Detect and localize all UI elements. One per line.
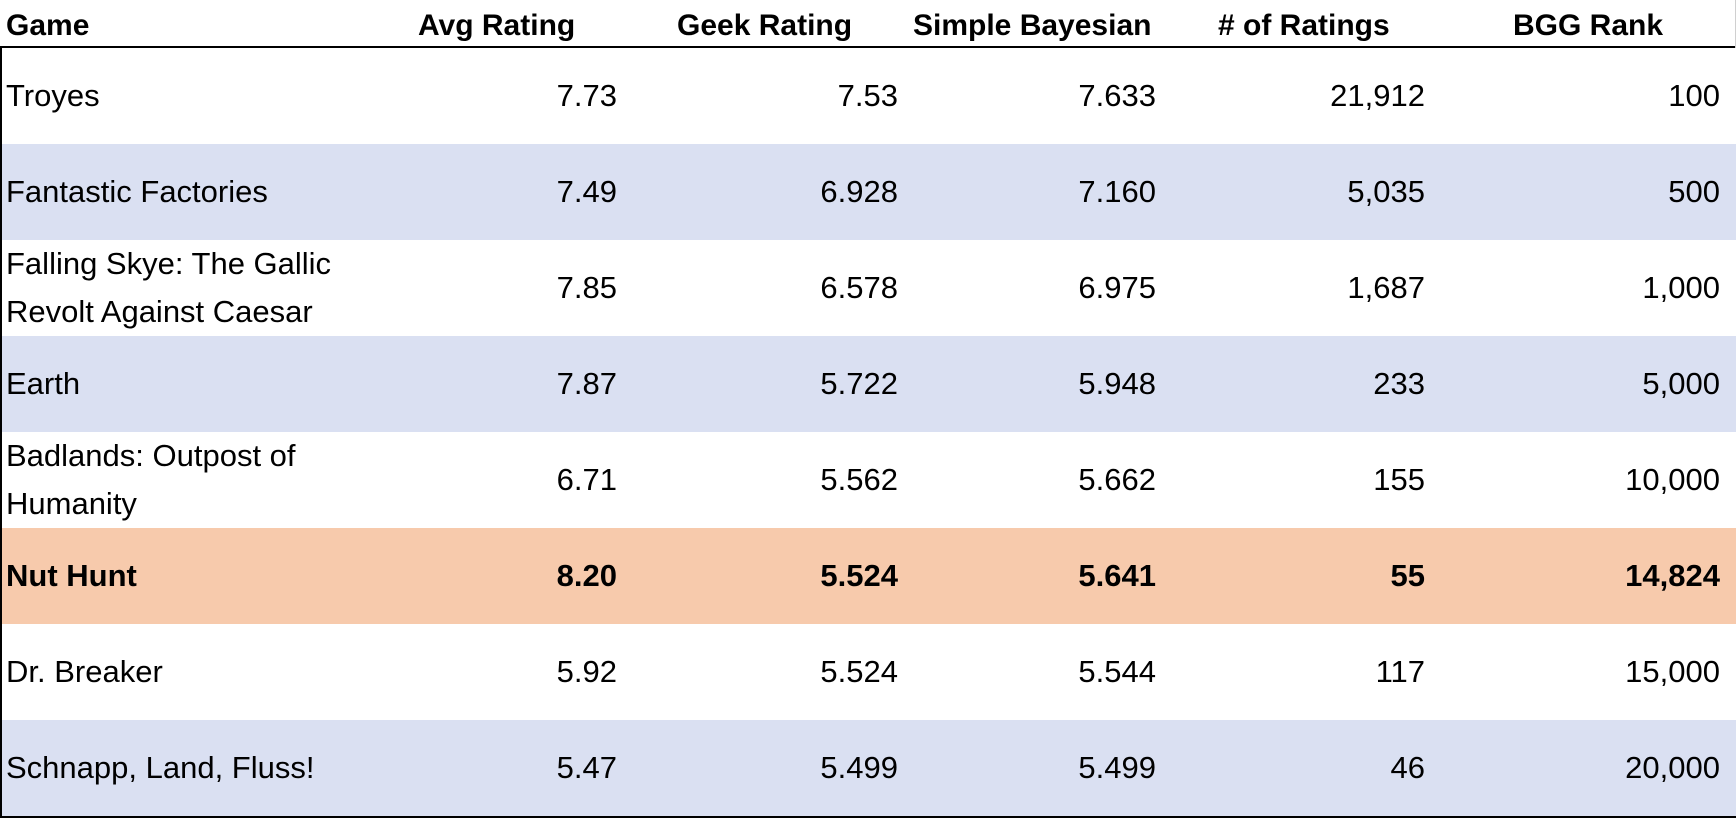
cell-bgg-rank: 5,000 bbox=[1642, 366, 1720, 401]
header-simple-bayesian[interactable]: Simple Bayesian bbox=[913, 9, 1152, 42]
cell-geek-rating: 6.578 bbox=[820, 270, 898, 305]
cell-bgg-rank: 20,000 bbox=[1625, 750, 1720, 785]
table-row: Troyes 7.73 7.53 7.633 21,912 100 bbox=[0, 48, 1736, 144]
cell-num-ratings: 1,687 bbox=[1347, 270, 1425, 305]
table-row: Fantastic Factories 7.49 6.928 7.160 5,0… bbox=[0, 144, 1736, 240]
cell-simple-bayesian: 7.633 bbox=[1078, 78, 1156, 113]
cell-avg-rating: 7.87 bbox=[556, 366, 617, 401]
cell-num-ratings: 5,035 bbox=[1347, 174, 1425, 209]
header-game[interactable]: Game bbox=[6, 9, 90, 42]
cell-game: Earth bbox=[6, 366, 81, 401]
cell-geek-rating: 5.524 bbox=[820, 558, 898, 593]
table-header: Game Avg Rating Geek Rating Simple Bayes… bbox=[0, 0, 1736, 48]
table-row: Badlands: Outpost of Humanity 6.71 5.562… bbox=[0, 432, 1736, 528]
cell-geek-rating: 5.562 bbox=[820, 462, 898, 497]
cell-num-ratings: 21,912 bbox=[1330, 78, 1425, 113]
cell-bgg-rank: 100 bbox=[1668, 78, 1720, 113]
header-num-ratings[interactable]: # of Ratings bbox=[1218, 9, 1390, 42]
cell-avg-rating: 7.49 bbox=[556, 174, 617, 209]
cell-game: Badlands: Outpost of Humanity bbox=[6, 438, 296, 521]
header-bgg-rank[interactable]: BGG Rank bbox=[1513, 9, 1664, 42]
cell-avg-rating: 5.47 bbox=[556, 750, 617, 785]
cell-bgg-rank: 15,000 bbox=[1625, 654, 1720, 689]
cell-simple-bayesian: 6.975 bbox=[1078, 270, 1156, 305]
cell-simple-bayesian: 5.948 bbox=[1078, 366, 1156, 401]
cell-num-ratings: 55 bbox=[1390, 558, 1425, 593]
table-left-border bbox=[0, 48, 2, 816]
cell-geek-rating: 5.499 bbox=[820, 750, 898, 785]
cell-game: Nut Hunt bbox=[6, 558, 137, 593]
header-avg-rating[interactable]: Avg Rating bbox=[418, 9, 576, 42]
cell-game: Schnapp, Land, Fluss! bbox=[6, 750, 315, 785]
cell-avg-rating: 5.92 bbox=[556, 654, 617, 689]
cell-bgg-rank: 14,824 bbox=[1625, 558, 1720, 593]
cell-bgg-rank: 1,000 bbox=[1642, 270, 1720, 305]
cell-game: Falling Skye: The Gallic Revolt Against … bbox=[6, 246, 332, 329]
cell-avg-rating: 7.85 bbox=[556, 270, 617, 305]
cell-simple-bayesian: 5.662 bbox=[1078, 462, 1156, 497]
cell-geek-rating: 5.524 bbox=[820, 654, 898, 689]
table-row: Dr. Breaker 5.92 5.524 5.544 117 15,000 bbox=[0, 624, 1736, 720]
table-row: Falling Skye: The Gallic Revolt Against … bbox=[0, 240, 1736, 336]
cell-simple-bayesian: 5.641 bbox=[1078, 558, 1156, 593]
cell-game: Troyes bbox=[6, 78, 100, 113]
table-row: Schnapp, Land, Fluss! 5.47 5.499 5.499 4… bbox=[0, 720, 1736, 816]
table-row: Earth 7.87 5.722 5.948 233 5,000 bbox=[0, 336, 1736, 432]
table-bottom-border bbox=[0, 816, 1736, 818]
cell-simple-bayesian: 7.160 bbox=[1078, 174, 1156, 209]
cell-num-ratings: 233 bbox=[1373, 366, 1425, 401]
cell-bgg-rank: 500 bbox=[1668, 174, 1720, 209]
cell-bgg-rank: 10,000 bbox=[1625, 462, 1720, 497]
cell-simple-bayesian: 5.499 bbox=[1078, 750, 1156, 785]
cell-num-ratings: 155 bbox=[1373, 462, 1425, 497]
cell-geek-rating: 6.928 bbox=[820, 174, 898, 209]
cell-avg-rating: 6.71 bbox=[556, 462, 617, 497]
header-geek-rating[interactable]: Geek Rating bbox=[677, 9, 853, 42]
cell-avg-rating: 7.73 bbox=[556, 78, 617, 113]
table-row-highlighted: Nut Hunt 8.20 5.524 5.641 55 14,824 bbox=[0, 528, 1736, 624]
cell-avg-rating: 8.20 bbox=[556, 558, 617, 593]
cell-geek-rating: 5.722 bbox=[820, 366, 898, 401]
cell-game: Dr. Breaker bbox=[6, 654, 163, 689]
cell-num-ratings: 117 bbox=[1375, 654, 1425, 689]
cell-simple-bayesian: 5.544 bbox=[1078, 654, 1156, 689]
cell-geek-rating: 7.53 bbox=[837, 78, 898, 113]
cell-num-ratings: 46 bbox=[1390, 750, 1425, 785]
cell-game: Fantastic Factories bbox=[6, 174, 268, 209]
